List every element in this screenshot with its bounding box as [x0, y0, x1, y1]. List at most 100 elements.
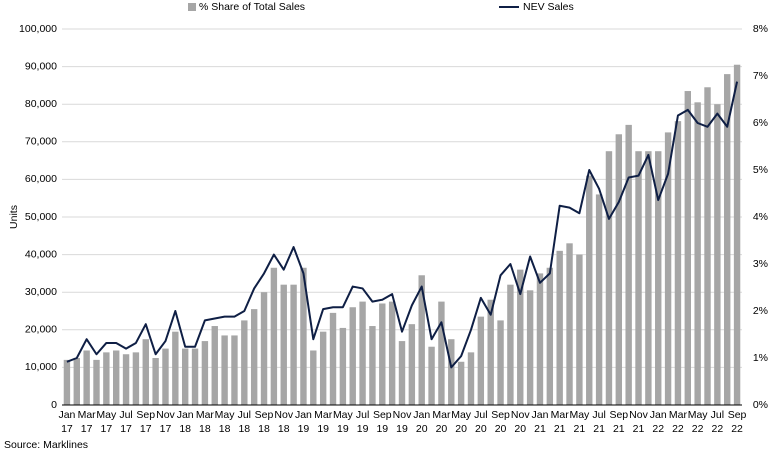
- bar: [448, 339, 455, 405]
- x-tick-label-line: 18: [278, 423, 290, 435]
- x-tick-label-line: 17: [160, 423, 172, 435]
- x-tick-label: Sep 22: [728, 409, 747, 435]
- bar: [231, 335, 238, 405]
- x-tick-label-line: 18: [238, 423, 250, 435]
- x-tick-label: Jul 18: [238, 409, 251, 435]
- x-tick-label: Jul 22: [711, 409, 724, 435]
- legend-swatch: [188, 3, 196, 11]
- bar: [694, 102, 701, 405]
- x-tick-label: Sep 18: [255, 409, 274, 435]
- bar: [595, 194, 603, 405]
- bar: [704, 87, 711, 405]
- x-tick-label-line: Sep: [136, 409, 155, 421]
- x-tick-label-line: 18: [199, 423, 211, 435]
- bar: [655, 151, 662, 405]
- bar: [497, 320, 504, 405]
- x-tick-label-line: 22: [731, 423, 743, 435]
- x-tick-label-line: Nov: [274, 409, 293, 421]
- x-tick-label-line: Mar: [196, 409, 215, 421]
- legend-label: NEV Sales: [523, 1, 574, 13]
- x-tick-label-line: Jul: [474, 409, 487, 421]
- source: Source: Marklines: [4, 439, 88, 451]
- y2-tick-label: 4%: [753, 211, 768, 223]
- bar: [329, 312, 337, 405]
- x-tick-label-line: Mar: [551, 409, 570, 421]
- bar: [684, 91, 691, 405]
- x-tick-label: Sep 17: [136, 409, 155, 435]
- bar: [103, 352, 110, 405]
- x-tick-label-line: Jan: [413, 409, 430, 421]
- x-tick-label-line: Jan: [177, 409, 194, 421]
- x-tick-label: Mar 18: [196, 409, 215, 435]
- bar: [339, 327, 347, 405]
- x-tick-label: Jan 20: [413, 409, 430, 435]
- x-tick-label-line: 20: [495, 423, 507, 435]
- y-tick-label: 10,000: [25, 361, 57, 373]
- bar: [73, 358, 80, 405]
- x-tick-label-line: Jul: [356, 409, 369, 421]
- bar: [260, 292, 268, 405]
- x-tick-label-line: 18: [258, 423, 270, 435]
- bar: [388, 301, 396, 405]
- y-tick-label: 40,000: [25, 248, 57, 260]
- x-tick-label: Jul 19: [356, 409, 369, 435]
- y2-tick-label: 0%: [753, 399, 768, 411]
- bar: [83, 350, 90, 405]
- bar: [280, 284, 287, 405]
- x-tick-label-line: 18: [179, 423, 191, 435]
- bar: [181, 348, 189, 405]
- bar: [507, 284, 514, 405]
- bar: [221, 335, 228, 405]
- y-tick-label: 80,000: [25, 98, 57, 110]
- x-tick-label-line: 20: [455, 423, 467, 435]
- x-tick-label-line: 22: [652, 423, 664, 435]
- x-tick-label: May 21: [569, 409, 590, 435]
- y2-tick-label: 2%: [753, 305, 768, 317]
- x-tick-label: Jan 17: [58, 409, 75, 435]
- x-tick-label-line: 19: [357, 423, 369, 435]
- bar: [674, 121, 682, 406]
- x-tick-label-line: May: [96, 409, 117, 421]
- bar: [201, 341, 209, 405]
- x-tick-label-line: 19: [376, 423, 388, 435]
- x-tick-label-line: May: [215, 409, 236, 421]
- x-tick-label: Mar 17: [78, 409, 97, 435]
- x-tick-label-line: 22: [692, 423, 704, 435]
- x-tick-label-line: May: [333, 409, 354, 421]
- bar: [605, 151, 613, 405]
- bar: [290, 284, 297, 405]
- x-tick-label-line: 20: [475, 423, 487, 435]
- x-tick-label-line: 21: [574, 423, 586, 435]
- x-tick-label: Nov 18: [274, 409, 293, 435]
- x-tick-label-line: 18: [219, 423, 231, 435]
- x-tick-label: Sep 21: [609, 409, 628, 435]
- bar: [132, 352, 140, 405]
- x-tick-label-line: 22: [672, 423, 684, 435]
- y2-tick-label: 8%: [753, 23, 768, 35]
- x-tick-label-line: Sep: [609, 409, 628, 421]
- bar: [122, 354, 130, 405]
- bar: [526, 290, 534, 405]
- bar: [408, 324, 416, 405]
- bar: [517, 269, 524, 405]
- x-tick-label: Mar 19: [314, 409, 333, 435]
- bar: [418, 275, 425, 405]
- bar: [428, 346, 435, 405]
- x-tick-label: Jul 17: [119, 409, 132, 435]
- x-tick-label-line: Sep: [255, 409, 274, 421]
- x-tick-label-line: 21: [593, 423, 605, 435]
- x-tick-label-line: Jul: [592, 409, 605, 421]
- y-axis-label: Units: [8, 205, 20, 229]
- x-tick-label-line: Mar: [432, 409, 451, 421]
- x-tick-label: May 19: [333, 409, 354, 435]
- x-tick-label: Jan 18: [177, 409, 194, 435]
- bar: [142, 339, 149, 405]
- y2-tick-label: 7%: [753, 70, 768, 82]
- x-tick-label-line: Jul: [238, 409, 251, 421]
- bar: [487, 299, 494, 405]
- x-tick-label-line: Mar: [314, 409, 333, 421]
- x-tick-label-line: 17: [140, 423, 152, 435]
- bar: [310, 350, 317, 405]
- legend-label: % Share of Total Sales: [199, 1, 305, 13]
- x-tick-label: Sep 20: [491, 409, 510, 435]
